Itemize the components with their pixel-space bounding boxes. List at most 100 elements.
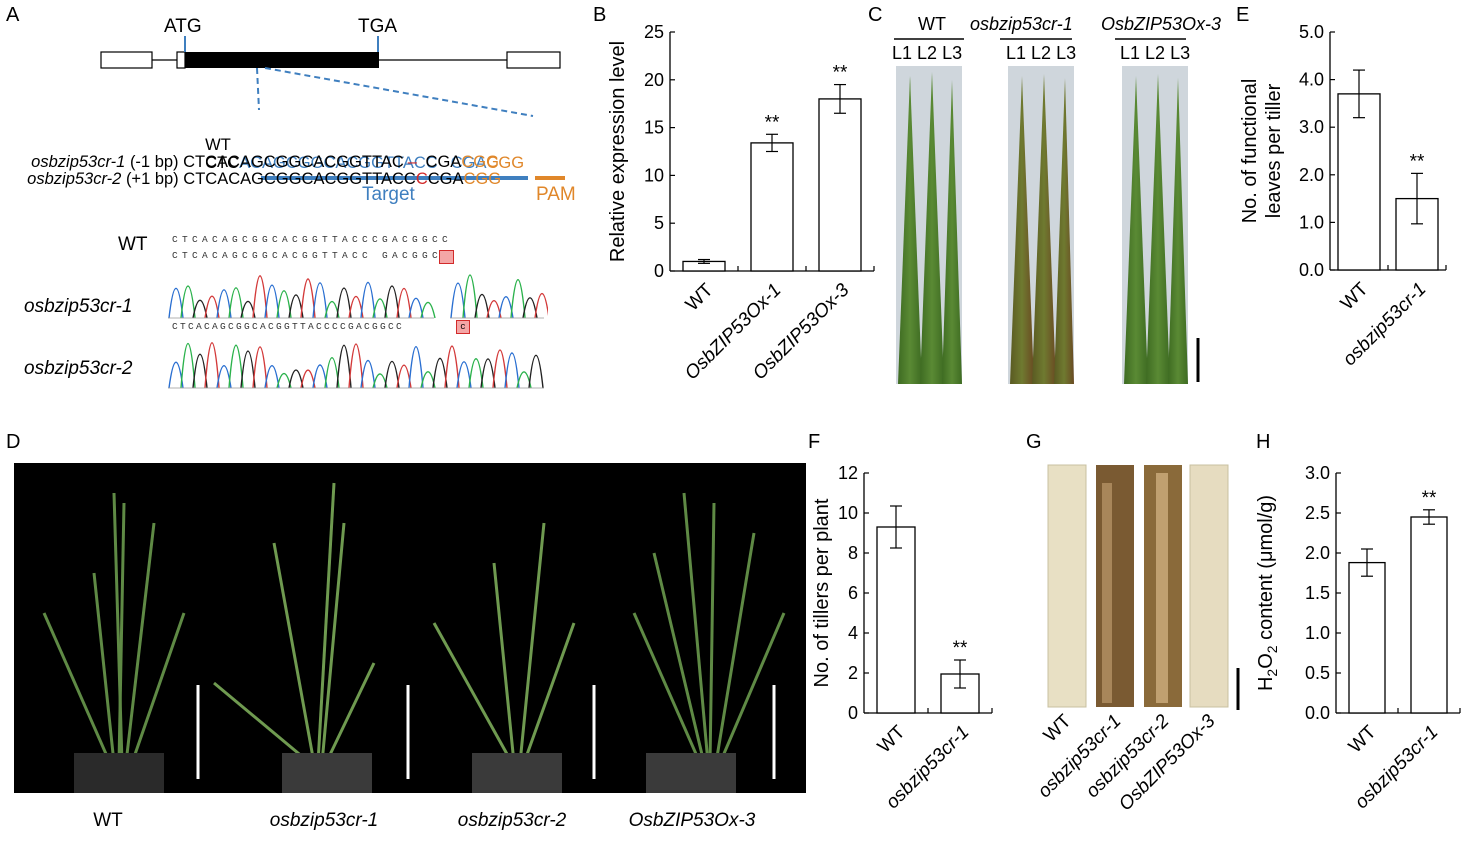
chromatogram-peak (276, 290, 292, 319)
category-label: WT (874, 721, 910, 757)
trace-seq-top: CTCACAGCGGCACGGTTACCCGACGGCC (172, 234, 453, 245)
leaf-group-label-ox3: OsbZIP53Ox-3 (1101, 14, 1222, 34)
insertion-highlight: c (456, 320, 470, 334)
panel-label-e: E (1236, 4, 1250, 26)
panel-label-c: C (868, 4, 883, 26)
chromatogram-traces (168, 274, 548, 389)
chromatogram-peak (348, 343, 364, 389)
y-axis-label: H2O2 content (μmol/g) (1255, 495, 1280, 691)
chromatogram-peak (468, 358, 484, 389)
category-label: WT (1337, 278, 1373, 314)
chromatogram-peak (180, 342, 196, 389)
chart-expression: 0510152025WT**OsbZIP53Ox-1**OsbZIP53Ox-3… (607, 22, 875, 384)
leaf-number-labels: L1 L2 L3 (1006, 43, 1077, 63)
chromatogram-peak (510, 279, 526, 319)
chromatogram-peak (360, 360, 376, 389)
significance-mark: ** (1422, 488, 1437, 509)
chart-functional-leaves: 0.01.02.03.04.05.0WT**osbzip53cr-1No. of… (1239, 22, 1447, 370)
dab-stained-leaves (1047, 464, 1240, 710)
y-tick-label: 1.0 (1305, 623, 1330, 643)
y-tick-label: 12 (838, 463, 858, 483)
chromatogram-peak (240, 350, 256, 389)
y-axis-label: No. of functional (1239, 79, 1261, 224)
significance-mark: ** (765, 112, 780, 133)
exon-box (100, 51, 153, 69)
leaf-number-labels: L1 L2 L3 (892, 43, 963, 63)
leaf-group-lines (894, 38, 1186, 40)
chromatogram-peak (228, 344, 244, 389)
trace-label-wt: WT (118, 234, 148, 255)
significance-mark: ** (953, 638, 968, 659)
y-tick-label: 15 (644, 118, 664, 138)
chromatogram-peak (420, 301, 436, 319)
y-tick-label: 2.5 (1305, 503, 1330, 523)
chromatogram-peak (462, 274, 478, 319)
y-axis-label: leaves per tiller (1263, 83, 1285, 218)
y-tick-label: 2 (848, 663, 858, 683)
y-axis-label: Relative expression level (607, 41, 629, 262)
coding-exon (185, 52, 379, 68)
chart-h2o2: 0.00.51.01.52.02.53.0WT**osbzip53cr-1H2O… (1255, 463, 1461, 813)
y-tick-label: 1.5 (1305, 583, 1330, 603)
chromatogram-peak (336, 345, 352, 389)
wt-pam-seq: CGG (486, 154, 525, 172)
panel-label-d: D (6, 431, 21, 453)
chromatogram-peak (252, 275, 268, 319)
panel-label-h: H (1256, 431, 1271, 453)
plant-caption-cr2: osbzip53cr-2 (457, 810, 567, 831)
y-tick-label: 1.0 (1299, 212, 1324, 232)
wt-label: WT (205, 136, 231, 154)
y-tick-label: 20 (644, 70, 664, 90)
chromatogram-peak (504, 352, 520, 389)
significance-mark: ** (1410, 151, 1425, 172)
chromatogram-peak (312, 282, 328, 319)
bar (1348, 561, 1386, 714)
y-tick-label: 3.0 (1299, 117, 1324, 137)
chromatogram-peak (300, 278, 316, 319)
bar (750, 142, 794, 272)
pam-label: PAM (536, 184, 576, 205)
chromatogram-peak (180, 285, 196, 319)
y-tick-label: 0.0 (1299, 260, 1324, 280)
chromatogram-peak (384, 361, 400, 389)
y-tick-label: 5.0 (1299, 22, 1324, 42)
y-axis-label: No. of tillers per plant (811, 498, 833, 687)
chromatogram-peak (228, 287, 244, 319)
chromatogram-peak (264, 284, 280, 319)
trace-label-cr1: osbzip53cr-1 (24, 296, 133, 317)
y-tick-label: 8 (848, 543, 858, 563)
deletion-highlight (439, 250, 454, 264)
chromatogram-peak (474, 294, 490, 319)
chromatogram-peak (360, 281, 376, 319)
seq-row-cr1: osbzip53cr-1 (-1 bp) CTCACAGCGGCACGGTTAC… (31, 153, 499, 171)
y-tick-label: 0.0 (1305, 703, 1330, 723)
plant-caption-cr1: osbzip53cr-1 (269, 810, 379, 831)
leaf-photo (896, 66, 1200, 384)
plant-caption-ox3: OsbZIP53Ox-3 (628, 810, 756, 831)
y-tick-label: 10 (644, 165, 664, 185)
chromatogram-peak (396, 287, 412, 319)
chromatogram-peak (492, 349, 508, 389)
y-tick-label: 2.0 (1299, 165, 1324, 185)
y-tick-label: 25 (644, 22, 664, 42)
bar (1410, 516, 1448, 714)
panel-label-b: B (593, 4, 607, 26)
trace-label-cr2: osbzip53cr-2 (24, 358, 133, 379)
dab-leaf-label: WT (1040, 712, 1076, 746)
leaf-group-label-wt: WT (918, 14, 946, 34)
y-tick-label: 4 (848, 623, 858, 643)
category-label: WT (1345, 721, 1381, 757)
bar (818, 98, 862, 272)
y-tick-label: 4.0 (1299, 70, 1324, 90)
leaf-number-labels: L1 L2 L3 (1120, 43, 1191, 63)
seq-row-wt: WT CTCACAGCGGCACGGTTACC CGACGG (205, 136, 525, 172)
chromatogram-peak (528, 354, 544, 389)
plant-photo (14, 463, 806, 793)
trace-seq-bot: CTCACAGCGGCACGGTTACCCCGACGGCC (172, 321, 405, 332)
y-tick-label: 0 (848, 703, 858, 723)
y-tick-label: 0 (654, 261, 664, 281)
seq-row-cr2: osbzip53cr-2 (+1 bp) CTCACAGCGGCACGGTTAC… (27, 170, 502, 188)
chromatogram-peak (384, 285, 400, 319)
bar (876, 526, 916, 714)
